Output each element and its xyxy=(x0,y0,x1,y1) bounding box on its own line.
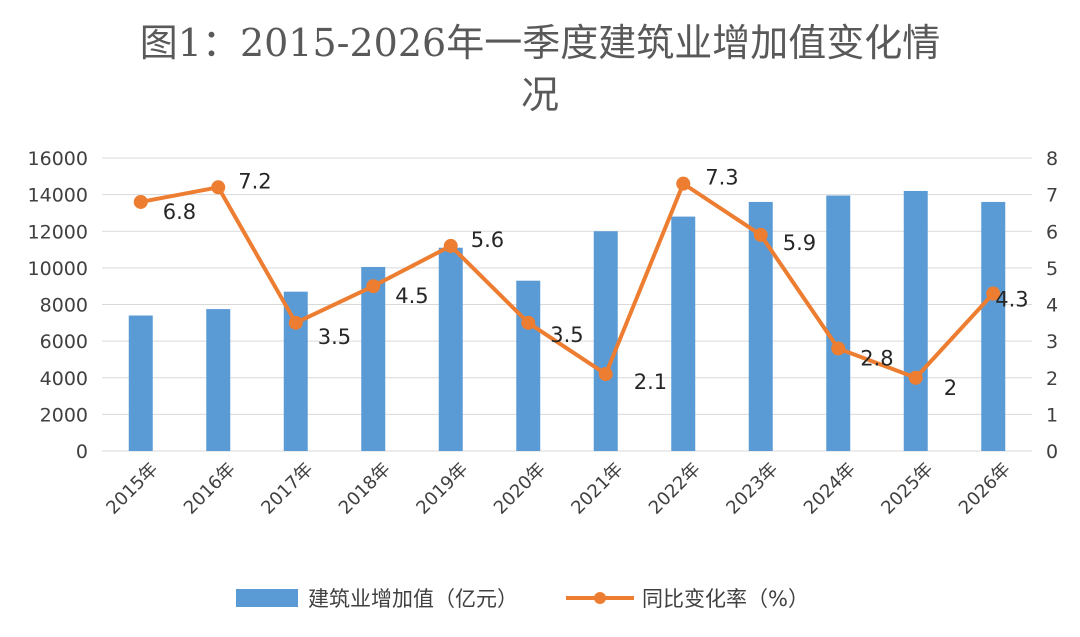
bar xyxy=(361,266,386,451)
line-point xyxy=(598,367,613,382)
y-right-tick-label: 4 xyxy=(1046,295,1058,317)
data-label: 7.3 xyxy=(705,166,738,190)
legend-line-label: 同比变化率（%） xyxy=(642,587,809,611)
data-label: 7.2 xyxy=(238,169,271,193)
line-series: 6.8 7.2 3.5 4.5 5.6 3.5 2.1 7.3 5.9 2.8 2 4.3 xyxy=(133,166,1029,400)
x-tick-label: 2018年 xyxy=(335,459,395,519)
legend: 建筑业增加值（亿元） 同比变化率（%） xyxy=(236,587,809,611)
chart-title-line1: 图1：2015-2026年一季度建筑业增加值变化情 xyxy=(140,21,940,65)
line-point xyxy=(288,315,303,330)
bar xyxy=(128,315,153,451)
bar-series xyxy=(128,190,1006,451)
data-label: 2.8 xyxy=(860,346,893,370)
y-left-tick-label: 6000 xyxy=(40,331,88,353)
x-tick-label: 2024年 xyxy=(800,459,860,519)
y-right-tick-label: 2 xyxy=(1046,368,1058,390)
y-axis-right: 0 1 2 3 4 5 6 7 8 xyxy=(1046,148,1058,463)
x-axis: 2015年 2016年 2017年 2018年 2019年 2020年 2021年 2022年… xyxy=(102,459,1014,519)
bar xyxy=(903,190,928,451)
legend-line-marker xyxy=(594,592,606,604)
x-tick-label: 2016年 xyxy=(180,459,240,519)
x-tick-label: 2017年 xyxy=(257,459,317,519)
line-point xyxy=(753,227,768,242)
line-point xyxy=(986,286,1001,301)
bar xyxy=(206,309,231,451)
data-label: 3.5 xyxy=(318,325,351,349)
data-label: 2.1 xyxy=(634,370,667,394)
y-right-tick-label: 3 xyxy=(1046,331,1058,353)
x-tick-label: 2015年 xyxy=(102,459,162,519)
x-tick-label: 2020年 xyxy=(490,459,550,519)
legend-bar-swatch xyxy=(236,589,298,607)
line-point xyxy=(831,341,846,356)
x-tick-label: 2019年 xyxy=(412,459,472,519)
y-left-tick-label: 12000 xyxy=(28,221,88,243)
y-left-tick-label: 2000 xyxy=(40,404,88,426)
bar xyxy=(283,291,308,451)
bar xyxy=(516,280,541,451)
bar xyxy=(593,231,618,451)
x-tick-label: 2021年 xyxy=(567,459,627,519)
line-point xyxy=(908,370,923,385)
y-left-tick-label: 16000 xyxy=(28,148,88,170)
y-left-tick-label: 10000 xyxy=(28,258,88,280)
line-point xyxy=(366,279,381,294)
y-right-tick-label: 7 xyxy=(1046,185,1058,207)
y-right-tick-label: 8 xyxy=(1046,148,1058,170)
line-point xyxy=(133,194,148,209)
line-point xyxy=(211,180,226,195)
data-label: 5.6 xyxy=(471,228,504,252)
x-tick-label: 2026年 xyxy=(955,459,1015,519)
bar xyxy=(981,201,1006,451)
y-left-tick-label: 0 xyxy=(76,441,88,463)
y-right-tick-label: 6 xyxy=(1046,221,1058,243)
line-point xyxy=(443,238,458,253)
legend-bar-label: 建筑业增加值（亿元） xyxy=(308,587,518,611)
chart-title-line2: 况 xyxy=(521,73,559,117)
data-label: 4.3 xyxy=(995,288,1028,312)
y-left-tick-label: 4000 xyxy=(40,368,88,390)
line-point xyxy=(676,176,691,191)
gridlines xyxy=(102,157,1032,452)
x-tick-label: 2023年 xyxy=(722,459,782,519)
line-point xyxy=(521,315,536,330)
data-label: 5.9 xyxy=(783,231,816,255)
bar xyxy=(438,247,463,451)
y-axis-left: 0 2000 4000 6000 8000 10000 12000 14000 16000 xyxy=(28,148,88,463)
y-right-tick-label: 0 xyxy=(1046,441,1058,463)
y-left-tick-label: 14000 xyxy=(28,185,88,207)
y-right-tick-label: 1 xyxy=(1046,404,1058,426)
data-label: 6.8 xyxy=(163,200,196,224)
x-tick-label: 2025年 xyxy=(877,459,937,519)
bar xyxy=(671,216,696,451)
data-label: 2 xyxy=(944,376,957,400)
data-label: 3.5 xyxy=(550,323,583,347)
bar xyxy=(826,195,851,451)
line-path xyxy=(140,181,995,380)
x-tick-label: 2022年 xyxy=(645,459,705,519)
y-right-tick-label: 5 xyxy=(1046,258,1058,280)
y-left-tick-label: 8000 xyxy=(40,295,88,317)
data-label: 4.5 xyxy=(395,284,428,308)
